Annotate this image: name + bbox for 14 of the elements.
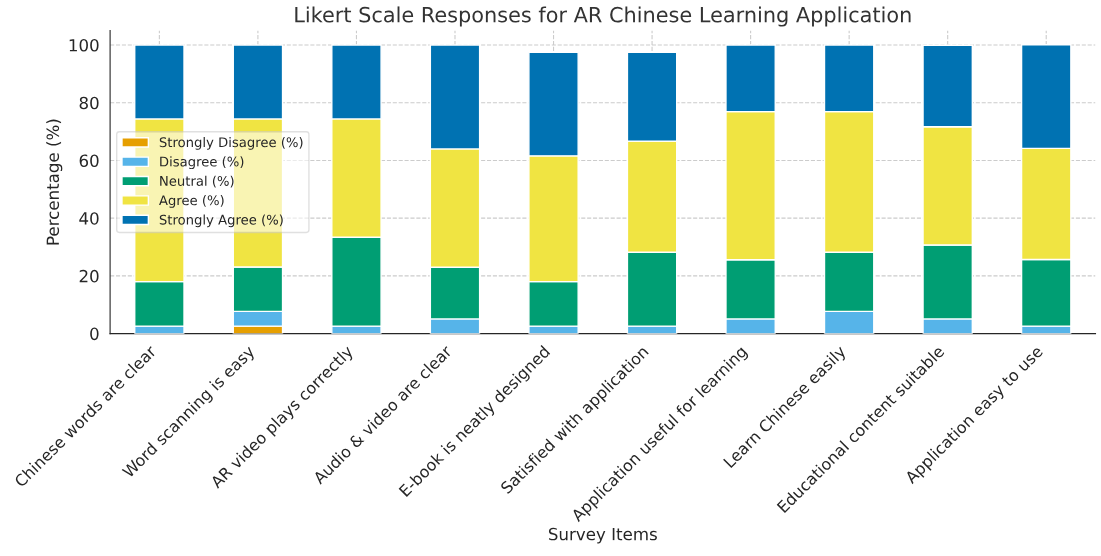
y-tick-label: 100 [69, 38, 99, 52]
legend-label: Neutral (%) [160, 175, 234, 188]
y-tick-label: 40 [79, 212, 99, 225]
legend-label: Disagree (%) [160, 156, 244, 170]
y-tick-label: 20 [79, 269, 99, 283]
x-axis-title: Survey Items [548, 527, 657, 544]
legend-label: Strongly Agree (%) [159, 214, 283, 228]
legend-label: Strongly Disagree (%) [159, 136, 303, 150]
legend-label: Agree (%) [159, 195, 224, 208]
y-tick-label: 0 [90, 327, 99, 341]
y-axis-title: Percentage (%) [46, 119, 63, 245]
y-tick-label: 80 [79, 96, 99, 110]
chart-title: Likert Scale Responses for AR Chinese Learning Application [295, 6, 911, 27]
y-tick-label: 60 [79, 154, 99, 168]
